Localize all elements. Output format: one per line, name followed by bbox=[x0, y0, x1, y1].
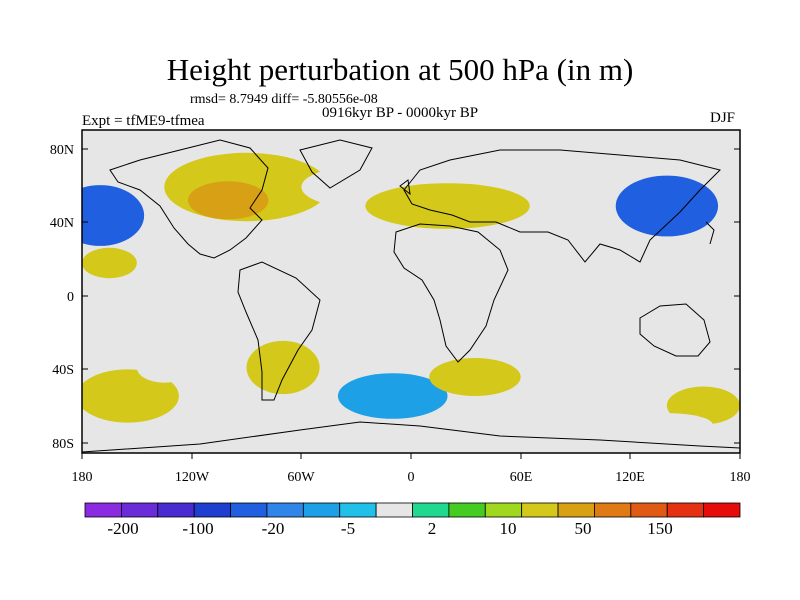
lat-label-40s: 40S bbox=[52, 363, 74, 378]
contour-region-13 bbox=[429, 358, 521, 396]
colorbar-box-4 bbox=[230, 502, 268, 518]
colorbar-label-4: 2 bbox=[428, 519, 437, 538]
coastline-japan bbox=[705, 221, 715, 245]
statistics-line: rmsd= 8.7949 diff= -5.80556e-08 bbox=[190, 92, 378, 107]
colorbar-box-8 bbox=[375, 502, 413, 518]
period-label: 0916kyr BP - 0000kyr BP bbox=[322, 105, 479, 121]
lon-label-60w: 60W bbox=[287, 470, 315, 485]
coastline-greenland bbox=[299, 139, 373, 189]
lon-label-0: 0 bbox=[408, 470, 415, 485]
coastline-north-america bbox=[109, 139, 269, 259]
contour-region-12 bbox=[337, 373, 448, 419]
lon-label-120e: 120E bbox=[615, 470, 645, 485]
colorbar-box-3 bbox=[193, 502, 231, 518]
contour-region-1 bbox=[82, 247, 137, 279]
colorbar-label-6: 50 bbox=[575, 519, 592, 538]
lon-label-180e: 180 bbox=[730, 470, 751, 485]
contour-region-8 bbox=[246, 340, 320, 395]
contour-region-10 bbox=[365, 183, 530, 229]
latitude-ticks bbox=[82, 148, 740, 444]
colorbar-box-15 bbox=[630, 502, 668, 518]
contour-region-16 bbox=[560, 206, 627, 244]
colorbar-box-16 bbox=[666, 502, 705, 518]
colorbar-box-5 bbox=[266, 502, 304, 518]
contour-field bbox=[82, 130, 740, 453]
longitude-ticks bbox=[81, 453, 741, 459]
contour-region-14 bbox=[447, 302, 594, 357]
contour-region-7 bbox=[255, 238, 348, 269]
colorbar-label-0: -200 bbox=[107, 519, 138, 538]
season-label: DJF bbox=[710, 110, 736, 126]
coastline-uk bbox=[399, 179, 411, 196]
colorbar-label-3: -5 bbox=[341, 519, 355, 538]
contour-region-15 bbox=[465, 133, 576, 165]
coastline-australia bbox=[639, 303, 711, 357]
lon-label-120w: 120W bbox=[175, 470, 210, 485]
contour-region-6 bbox=[188, 181, 269, 220]
coastline-eurasia bbox=[403, 149, 721, 263]
lat-label-80s: 80S bbox=[52, 437, 74, 452]
coastline-antarctica bbox=[82, 421, 740, 453]
colorbar-box-12 bbox=[521, 502, 559, 518]
contour-region-3 bbox=[82, 369, 179, 423]
colorbar bbox=[84, 502, 741, 518]
colorbar-box-14 bbox=[594, 502, 632, 518]
colorbar-box-10 bbox=[448, 502, 486, 518]
contour-region-11 bbox=[356, 242, 503, 273]
contour-region-0 bbox=[82, 185, 145, 246]
coastlines bbox=[82, 139, 740, 453]
colorbar-box-1 bbox=[120, 502, 159, 518]
contour-region-4 bbox=[136, 352, 192, 383]
colorbar-box-13 bbox=[557, 502, 595, 518]
colorbar-box-2 bbox=[157, 502, 195, 518]
lon-label-60e: 60E bbox=[510, 470, 533, 485]
colorbar-label-5: 10 bbox=[500, 519, 517, 538]
lat-label-0: 0 bbox=[67, 290, 74, 305]
contour-region-2 bbox=[103, 314, 170, 345]
contour-region-17 bbox=[615, 175, 719, 237]
colorbar-box-17 bbox=[703, 502, 741, 518]
lon-label-180w: 180 bbox=[72, 470, 93, 485]
experiment-label: Expt = tfME9-tfmea bbox=[82, 113, 205, 129]
map-title: Height perturbation at 500 hPa (in m) bbox=[166, 52, 634, 87]
coastline-south-america bbox=[237, 261, 321, 401]
lat-label-80n: 80N bbox=[50, 143, 74, 158]
colorbar-box-11 bbox=[484, 502, 523, 518]
colorbar-box-7 bbox=[339, 502, 377, 518]
colorbar-label-1: -100 bbox=[182, 519, 213, 538]
contour-region-18 bbox=[699, 264, 740, 319]
colorbar-label-7: 150 bbox=[647, 519, 673, 538]
coastline-africa bbox=[393, 223, 509, 363]
colorbar-box-6 bbox=[302, 502, 341, 518]
colorbar-label-2: -20 bbox=[262, 519, 285, 538]
lat-label-40n: 40N bbox=[50, 216, 74, 231]
colorbar-box-0 bbox=[84, 502, 122, 518]
colorbar-box-9 bbox=[412, 502, 450, 518]
contour-region-20 bbox=[621, 413, 713, 436]
